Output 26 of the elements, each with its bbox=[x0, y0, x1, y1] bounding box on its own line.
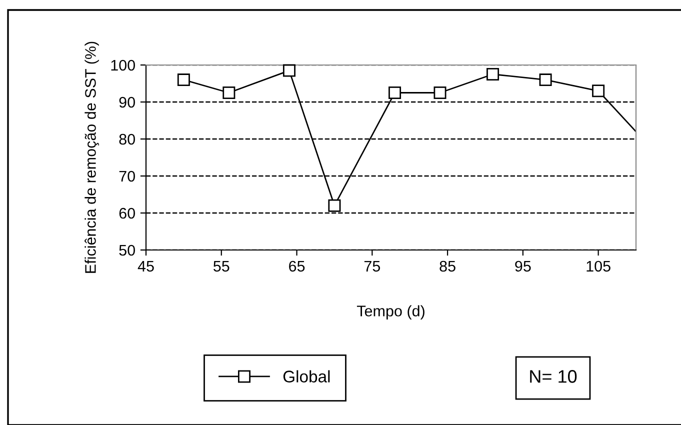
point bbox=[282, 64, 296, 77]
y-tick-label: 80 bbox=[119, 134, 135, 145]
x-tick-label: 45 bbox=[138, 260, 154, 272]
point bbox=[486, 68, 500, 80]
point bbox=[328, 199, 341, 212]
x-tick-label: 105 bbox=[586, 260, 610, 272]
x-tick-label: 55 bbox=[214, 260, 230, 272]
x-tick-label: 65 bbox=[289, 260, 305, 272]
x-tick-label: 75 bbox=[364, 260, 380, 272]
point bbox=[592, 84, 605, 98]
legend-label: Global bbox=[283, 370, 330, 382]
y-axis-title: Eficiência de remoção de SST (%) bbox=[84, 42, 99, 273]
point bbox=[177, 74, 190, 86]
text: N= 10 bbox=[530, 370, 577, 383]
x-tick-label: 95 bbox=[515, 260, 531, 272]
point bbox=[388, 86, 402, 99]
y-tick-label: 70 bbox=[119, 170, 135, 182]
point bbox=[539, 74, 552, 86]
y-tick-label: 100 bbox=[111, 60, 135, 71]
y-tick-label: 90 bbox=[119, 96, 135, 108]
point bbox=[434, 86, 446, 99]
y-tick-label: 50 bbox=[119, 244, 135, 256]
point bbox=[222, 86, 236, 99]
x-axis-title: Tempo (d) bbox=[356, 305, 424, 320]
y-tick-label: 60 bbox=[119, 208, 135, 219]
x-tick-label: 85 bbox=[440, 260, 456, 272]
